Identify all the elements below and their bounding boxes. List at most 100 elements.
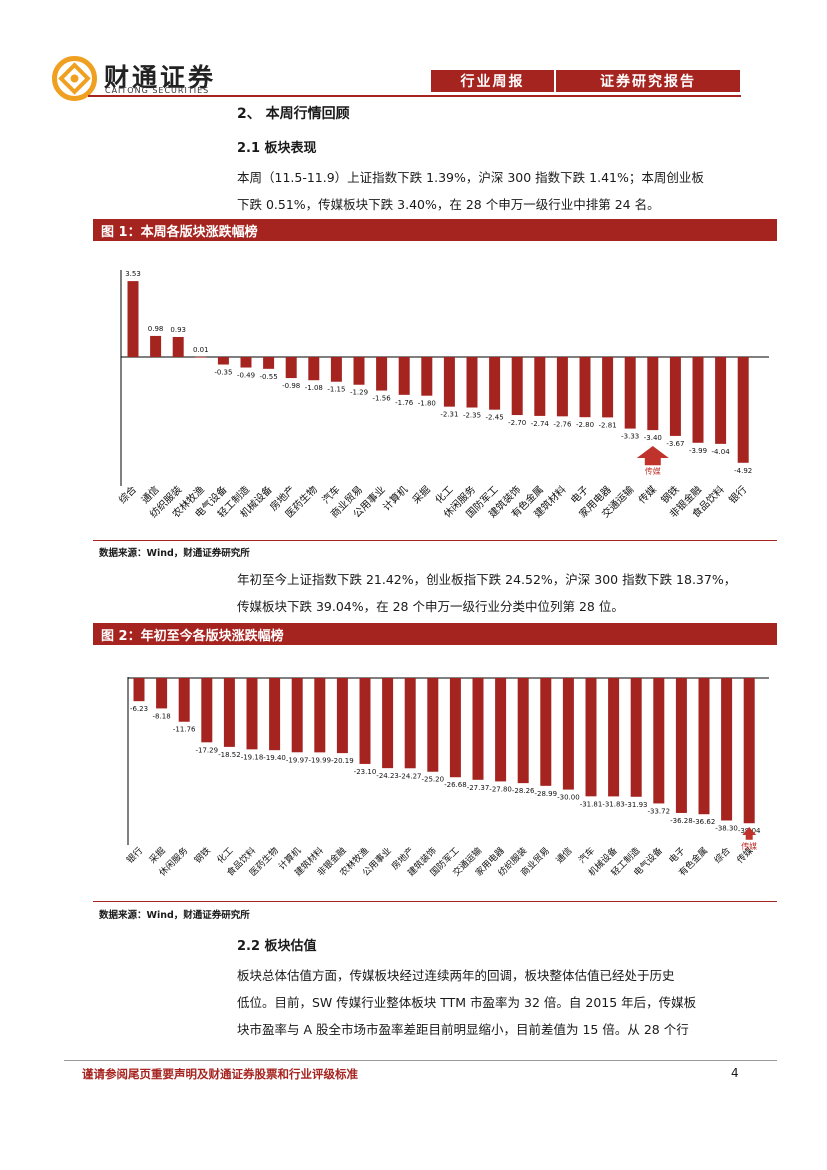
highlight-note: 传媒 — [741, 841, 757, 851]
paragraph-3-line-1: 板块总体估值方面，传媒板块经过连续两年的回调，板块整体估值已经处于历史 — [237, 968, 675, 983]
category-tick-label: 综合 — [116, 483, 139, 506]
category-tick-label: 汽车 — [576, 845, 597, 866]
data-label: -23.10 — [354, 768, 377, 776]
bar — [653, 678, 665, 804]
bar — [562, 678, 574, 790]
bar — [172, 337, 184, 357]
paragraph-2-line-1: 年初至今上证指数下跌 21.42%，创业板指下跌 24.52%，沪深 300 指… — [237, 572, 737, 587]
data-label: -1.76 — [395, 399, 414, 407]
data-label: -0.49 — [237, 372, 255, 380]
data-label: -4.04 — [712, 448, 731, 456]
bar — [624, 357, 636, 429]
figure-1-chart: 3.53综合0.98通信0.93纺织服装0.01农林牧渔-0.35电气设备-0.… — [116, 270, 769, 520]
figure-2-chart: -6.23银行-8.18采掘-11.76休闲服务-17.29钢铁-18.52化工… — [124, 677, 769, 879]
brand-name-cn: 财通证券 — [104, 63, 217, 92]
data-label: -1.80 — [418, 400, 436, 408]
bar — [195, 356, 207, 358]
category-tick-label: 采掘 — [146, 845, 167, 866]
bar — [647, 357, 659, 431]
figure-1-rule — [93, 540, 777, 541]
data-label: -8.18 — [153, 712, 171, 720]
bar — [466, 357, 478, 408]
category-tick-label: 银行 — [726, 483, 749, 506]
data-label: -2.31 — [440, 411, 458, 419]
data-label: -2.76 — [553, 420, 572, 428]
category-tick-label: 通信 — [553, 845, 574, 866]
bar — [269, 678, 281, 751]
paragraph-3-line-3: 块市盈率与 A 股全市场市盈率差距目前明显缩小，目前差值为 15 倍。从 28 … — [237, 1022, 689, 1037]
data-label: -1.29 — [350, 389, 368, 397]
category-tick-label: 化工 — [214, 845, 235, 866]
paragraph-3-line-2: 低位。目前，SW 传媒行业整体板块 TTM 市盈率为 32 倍。自 2015 年… — [237, 995, 697, 1010]
data-label: -3.40 — [644, 434, 662, 442]
bar — [579, 357, 591, 418]
data-label: -31.93 — [625, 801, 648, 809]
bar — [291, 678, 303, 753]
paragraph-2: 年初至今上证指数下跌 21.42%，创业板指下跌 24.52%，沪深 300 指… — [237, 566, 740, 620]
category-tick-label: 传媒 — [636, 484, 659, 507]
bar — [376, 357, 388, 391]
data-label: -24.27 — [399, 772, 422, 780]
category-tick-label: 电子 — [666, 845, 687, 866]
bar — [421, 357, 433, 396]
bar — [737, 357, 749, 463]
bar — [602, 357, 614, 418]
report-category-tab: 证券研究报告 — [556, 70, 740, 92]
data-label: -0.98 — [282, 382, 300, 390]
bar — [150, 335, 162, 357]
bar — [517, 678, 529, 784]
section-title: 2、 本周行情回顾 — [237, 106, 350, 122]
bar — [449, 678, 461, 778]
data-label: -36.28 — [670, 817, 693, 825]
data-label: 0.01 — [193, 346, 209, 354]
bar — [489, 357, 501, 410]
bar — [692, 357, 704, 443]
data-label: -2.35 — [463, 412, 481, 420]
data-label: 0.93 — [170, 326, 186, 334]
subsection-title-2-1: 2.1 板块表现 — [237, 141, 317, 156]
bar — [608, 678, 620, 797]
highlight-arrow-icon — [742, 827, 757, 840]
bar — [511, 357, 523, 416]
data-label: -2.74 — [531, 420, 550, 428]
data-label: -33.72 — [648, 807, 671, 815]
highlight-note: 传媒 — [645, 466, 661, 476]
data-label: -3.99 — [689, 447, 707, 455]
bar — [308, 357, 320, 381]
data-label: -2.70 — [508, 419, 526, 427]
data-label: -11.76 — [173, 726, 196, 734]
data-label: -28.99 — [535, 790, 558, 798]
footer-divider — [64, 1060, 777, 1061]
data-label: -2.81 — [599, 421, 617, 429]
footer-disclaimer: 谨请参阅尾页重要声明及财通证券股票和行业评级标准 — [82, 1067, 358, 1081]
bar — [743, 678, 755, 824]
bar — [330, 357, 342, 382]
category-tick-label: 计算机 — [380, 483, 410, 513]
bar — [721, 678, 733, 821]
figure-1-source: 数据来源：Wind，财通证券研究所 — [99, 548, 250, 559]
bar — [427, 678, 439, 772]
bar — [472, 678, 484, 780]
bar — [314, 678, 326, 753]
data-label: -19.40 — [263, 754, 286, 762]
category-tick-label: 采掘 — [410, 483, 433, 506]
bar — [336, 678, 348, 754]
data-label: -31.81 — [580, 800, 603, 808]
bar — [359, 678, 371, 764]
data-label: -3.67 — [666, 440, 684, 448]
data-label: -2.80 — [576, 421, 594, 429]
data-label: -24.23 — [376, 772, 399, 780]
data-label: -19.18 — [241, 753, 264, 761]
figure-2-rule — [93, 901, 777, 902]
category-tick-label: 银行 — [124, 845, 145, 866]
bar — [540, 678, 552, 786]
category-tick-label: 综合 — [711, 845, 732, 866]
data-label: -38.30 — [715, 824, 738, 832]
bar — [669, 357, 681, 436]
data-label: -1.08 — [305, 384, 323, 392]
bar — [382, 678, 394, 769]
bar — [495, 678, 507, 782]
data-label: -0.55 — [260, 373, 278, 381]
bar — [630, 678, 642, 797]
report-type-tab: 行业周报 — [431, 70, 554, 92]
